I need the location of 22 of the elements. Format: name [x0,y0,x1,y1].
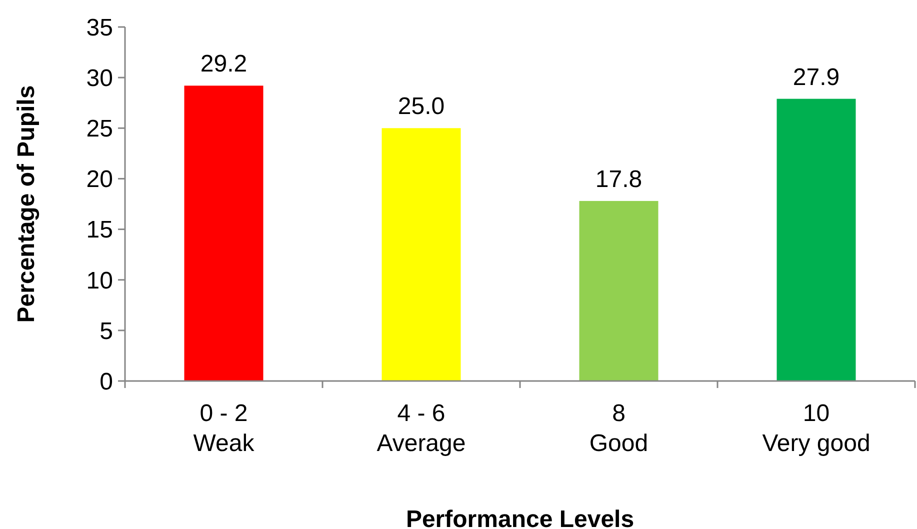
x-tick-label: 4 - 6 Average [376,400,466,457]
y-tick-label: 30 [86,64,113,92]
x-tick-label: 0 - 2 Weak [193,400,256,457]
bar [184,86,264,381]
x-tick-label: 10 Very good [762,400,870,457]
y-tick-label: 10 [86,267,113,294]
y-tick-label: 20 [86,166,113,194]
data-label: 25.0 [398,93,445,120]
data-label: 29.2 [200,50,248,78]
bar [776,98,856,381]
bar [579,200,658,381]
data-label: 17.8 [595,166,642,193]
y-tick-label: 0 [100,368,113,396]
data-label: 27.9 [792,64,840,91]
y-tick-label: 15 [86,216,113,244]
y-tick-label: 35 [86,14,113,42]
y-axis-title: Percentage of Pupils [13,85,40,323]
x-tick-label: 8 Good [589,400,648,457]
bar [382,128,461,381]
y-tick-label: 25 [86,116,113,143]
y-tick-label: 5 [100,318,113,345]
x-axis-title: Performance Levels [406,506,634,529]
